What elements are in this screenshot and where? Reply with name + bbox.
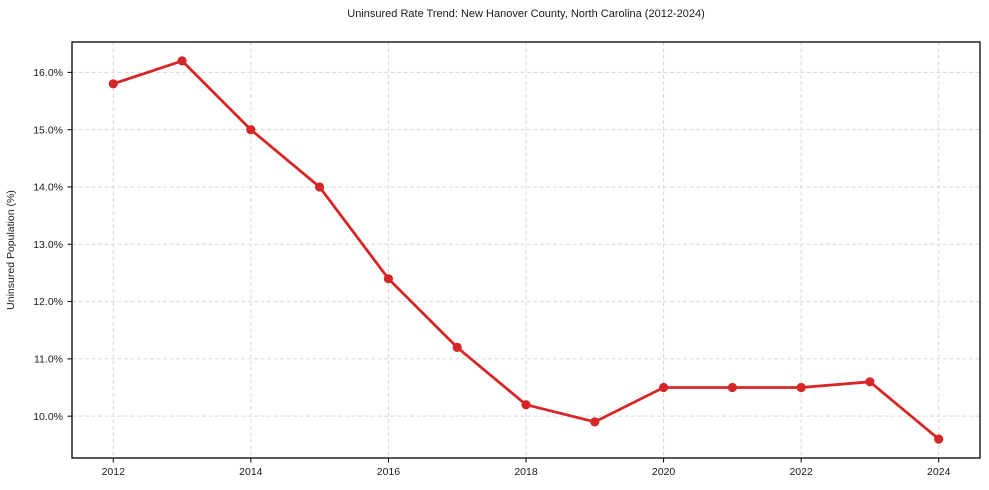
y-tick-label: 14.0% <box>33 182 63 194</box>
data-point-2024 <box>934 434 944 444</box>
x-tick-label: 2020 <box>652 466 676 478</box>
chart-layer: 2012 2014 2016 2018 2020 2022 2024 10.0% 11.0% 12… <box>33 41 981 478</box>
x-tick-label: 2024 <box>927 466 951 478</box>
data-point-2014 <box>246 125 256 135</box>
y-tick-label: 11.0% <box>34 353 63 365</box>
y-axis-label: Uninsured Population (%) <box>5 190 17 310</box>
x-tick-label: 2022 <box>789 466 813 478</box>
y-tick-label: 10.0% <box>33 411 63 423</box>
data-point-2020 <box>659 382 669 393</box>
x-tick-label: 2016 <box>377 466 401 478</box>
data-point-2019 <box>590 417 600 427</box>
y-tick-label: 16.0% <box>33 67 63 79</box>
data-point-2016 <box>383 274 393 284</box>
y-tick-label: 13.0% <box>33 239 63 251</box>
data-point-2021 <box>727 382 738 393</box>
data-point-2018 <box>521 400 531 410</box>
x-tick-label: 2014 <box>239 466 263 478</box>
data-point-2017 <box>452 342 462 352</box>
y-tick-label: 15.0% <box>33 124 63 136</box>
x-tick-label: 2012 <box>102 466 126 478</box>
data-point-2023 <box>865 377 875 387</box>
data-point-2022 <box>796 382 806 393</box>
x-tick-label: 2018 <box>514 466 538 478</box>
data-point-2012 <box>108 79 118 89</box>
y-tick-label: 12.0% <box>33 296 63 308</box>
chart-title: Uninsured Rate Trend: New Hanover County… <box>347 8 705 20</box>
data-point-2013 <box>177 56 187 66</box>
data-point-2015 <box>315 182 325 192</box>
